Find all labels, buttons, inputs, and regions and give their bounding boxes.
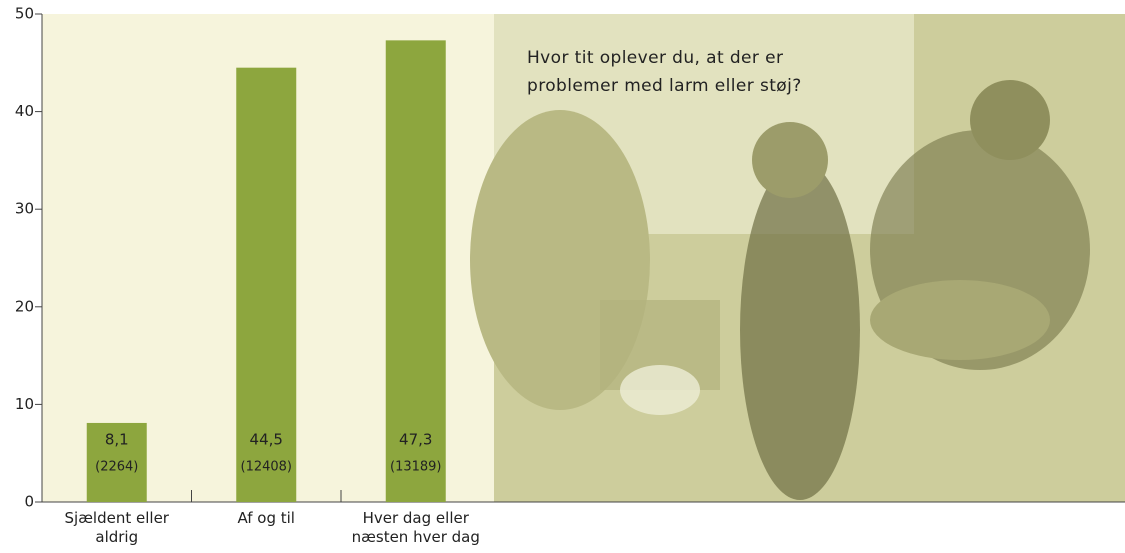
- bar: [236, 67, 297, 503]
- y-tick-label: 50: [15, 5, 34, 23]
- y-tick-label: 0: [24, 493, 34, 511]
- count-label: (12408): [241, 460, 293, 475]
- y-tick-label: 40: [15, 102, 34, 120]
- photo: [470, 14, 1125, 502]
- value-label: 47,3: [399, 431, 432, 449]
- count-label: (2264): [95, 460, 138, 475]
- y-tick-label: 10: [15, 395, 34, 413]
- value-label: 8,1: [105, 431, 129, 449]
- value-label: 44,5: [250, 431, 283, 449]
- x-tick-label: Sjældent eller aldrig: [64, 509, 169, 546]
- annotation: Hvor tit oplever du, at der er problemer…: [527, 48, 802, 96]
- y-tick-label: 20: [15, 297, 34, 315]
- x-tick-label: Af og til: [237, 509, 295, 527]
- bar: [385, 40, 446, 503]
- x-tick-label: Hver dag eller næsten hver dag: [351, 509, 480, 546]
- y-tick-label: 30: [15, 200, 34, 218]
- count-label: (13189): [390, 460, 442, 475]
- bar: [86, 422, 147, 502]
